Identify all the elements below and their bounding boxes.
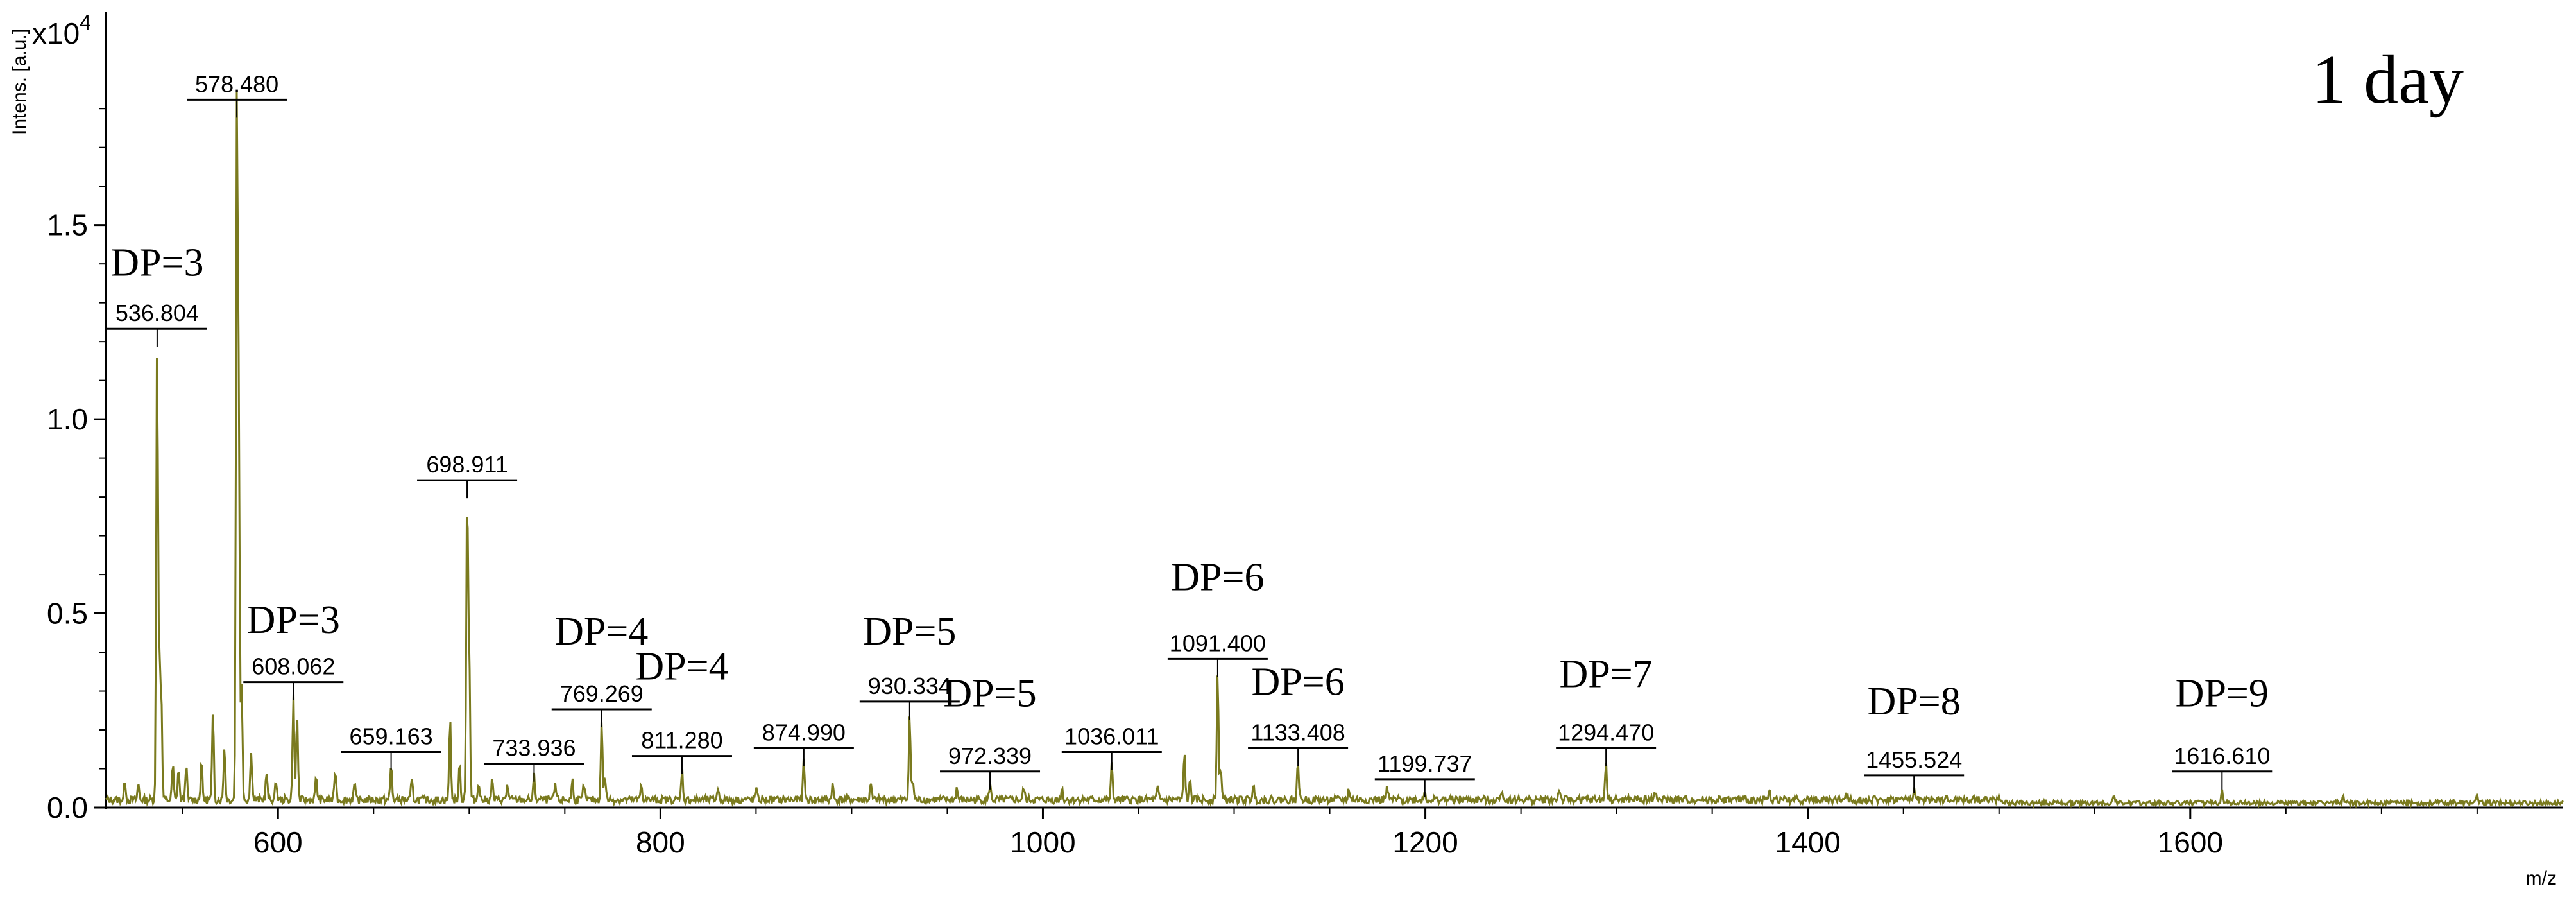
peak-label-12: 1091.400: [1170, 630, 1266, 656]
peak-label-17: 1616.610: [2174, 743, 2270, 769]
peak-label-3: 659.163: [350, 723, 433, 750]
dp-annotation-4: DP=5: [863, 610, 956, 653]
axes: 0.0 0.5 1.0 1.5 600 800 1000 1200 1400 1600: [47, 12, 2563, 859]
y-tick-label-2: 1.0: [47, 402, 88, 436]
peak-label-11: 1036.011: [1064, 723, 1159, 750]
peak-label-7: 811.280: [641, 727, 722, 754]
dp-annotation-10: DP=9: [2176, 672, 2269, 716]
dp-annotation-5: DP=5: [943, 672, 1036, 716]
peak-label-2: 608.062: [252, 653, 335, 680]
dp-annotation-1: DP=3: [247, 598, 340, 642]
dp-annotation-0: DP=3: [110, 241, 203, 284]
peak-label-5: 733.936: [492, 735, 576, 761]
peak-label-6: 769.269: [560, 680, 644, 707]
dp-annotation-6: DP=6: [1171, 555, 1264, 599]
dp-annotation-9: DP=8: [1868, 680, 1961, 723]
chart-title: 1 day: [2312, 42, 2464, 118]
peak-label-10: 972.339: [948, 743, 1032, 769]
y-exponent-power: 4: [80, 11, 91, 34]
y-exponent-base: x10: [32, 17, 80, 50]
x-tick-label-3: 1200: [1392, 826, 1458, 859]
y-tick-label-0: 0.0: [47, 791, 88, 824]
y-axis-exponent: x104: [32, 11, 91, 50]
x-tick-label-4: 1400: [1775, 826, 1841, 859]
peak-label-1: 578.480: [195, 71, 278, 97]
y-tick-label-1: 0.5: [47, 597, 88, 630]
x-tick-label-2: 1000: [1010, 826, 1075, 859]
x-tick-label-0: 600: [253, 826, 303, 859]
y-axis-label: Intens. [a.u.]: [9, 29, 30, 135]
peak-label-0: 536.804: [115, 300, 199, 326]
x-axis-label: m/z: [2526, 868, 2557, 889]
dp-annotation-3: DP=4: [635, 645, 728, 688]
dp-annotation-2: DP=4: [555, 610, 648, 653]
peak-label-4: 698.911: [426, 451, 508, 478]
dp-annotation-8: DP=7: [1560, 652, 1653, 696]
peak-labels: 536.804 578.480 608.062 659.163 698.911 733.9…: [107, 71, 2273, 797]
peak-label-8: 874.990: [762, 720, 846, 746]
x-tick-label-5: 1600: [2158, 826, 2223, 859]
y-tick-label-3: 1.5: [47, 209, 88, 242]
peak-label-13: 1133.408: [1250, 720, 1345, 746]
peak-label-14: 1199.737: [1378, 750, 1472, 777]
spectrum-trace: [105, 92, 2564, 809]
dp-annotation-7: DP=6: [1251, 661, 1344, 704]
x-tick-label-1: 800: [636, 826, 685, 859]
dp-annotations: DP=3 DP=3 DP=4DP=4 DP=5 DP=5 DP=6 DP=6 DP=7 DP=8…: [110, 241, 2269, 723]
spectrum-line: [105, 92, 2564, 809]
peak-label-15: 1294.470: [1558, 720, 1654, 746]
peak-label-9: 930.334: [868, 673, 951, 699]
peak-label-16: 1455.524: [1866, 747, 1962, 773]
